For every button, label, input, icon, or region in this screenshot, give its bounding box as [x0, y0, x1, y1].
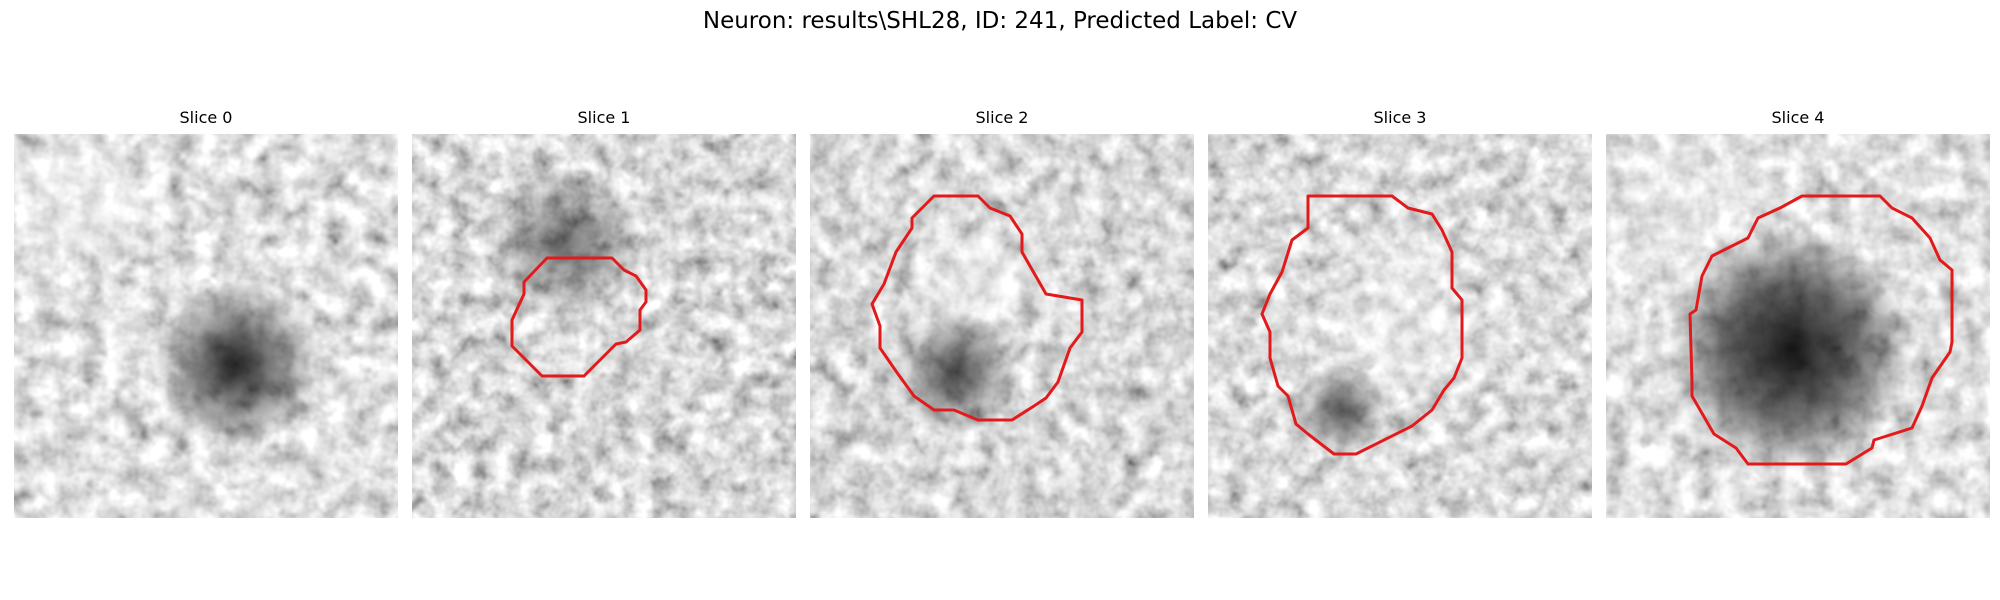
slice-2-contour: [870, 194, 1084, 422]
slice-1-title: Slice 1: [577, 108, 631, 127]
slice-0-title: Slice 0: [179, 108, 233, 127]
slice-1-image: [412, 134, 796, 518]
slice-0-image: [14, 134, 398, 518]
slice-1-contour: [510, 256, 648, 378]
slice-4-contour: [1688, 194, 1954, 466]
slice-3-image: [1208, 134, 1592, 518]
slice-2-image: [810, 134, 1194, 518]
slice-2-title: Slice 2: [975, 108, 1029, 127]
slice-3-title: Slice 3: [1373, 108, 1427, 127]
figure-title: Neuron: results\SHL28, ID: 241, Predicte…: [702, 8, 1298, 34]
slice-4-title: Slice 4: [1771, 108, 1825, 127]
slice-4-image: [1606, 134, 1990, 518]
slice-3-contour: [1260, 194, 1464, 456]
